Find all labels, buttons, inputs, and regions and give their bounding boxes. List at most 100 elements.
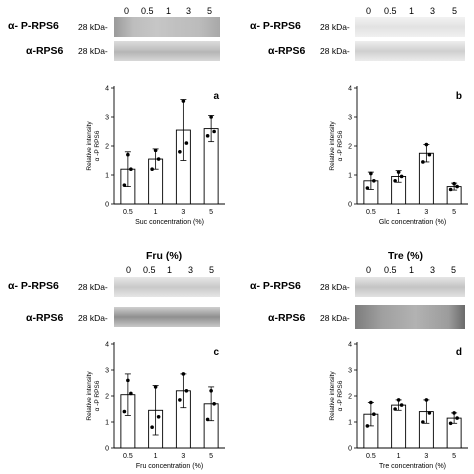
x-tick-label: 1 [154,453,158,460]
lane-label: 1 [409,6,415,16]
y-axis-label-2: α -P RPS6 [94,130,101,161]
marker-label: 28 kDa- [320,46,350,56]
blot-header: Tre (%) [388,250,424,262]
data-point [427,411,432,415]
marker-label: 28 kDa- [78,22,108,32]
lane-label: 5 [207,6,213,16]
panel-letter: c [213,347,219,358]
western-blot-band [355,277,465,297]
y-tick-label: 1 [105,420,109,427]
x-tick-label: 1 [397,453,401,460]
data-point [427,152,432,157]
data-point [129,167,133,171]
data-point [150,167,154,171]
data-point [150,425,154,429]
data-point [181,372,186,376]
data-point [156,415,161,419]
data-point [365,424,370,428]
western-blot-band [114,17,220,37]
antibody-label-total: α-RPS6 [268,312,306,324]
data-point [178,150,182,154]
data-point [205,417,210,422]
western-blot-band [114,277,220,297]
data-point [209,115,213,119]
marker-label: 28 kDa- [78,46,108,56]
data-point [455,184,459,189]
x-tick-label: 5 [452,453,456,460]
data-point [396,170,401,174]
blot-header: Fru (%) [146,250,183,262]
lane-label: 1 [166,6,172,16]
y-tick-label: 0 [105,202,109,209]
bar-chart-c: c Relative intensity α -P RPS6 0 1 2 3 4 0.5 1 3 5F… [86,342,225,470]
panel-letter: d [456,347,462,358]
data-point [455,416,459,420]
lane-label: 5 [209,265,215,275]
lane-label: 1 [409,265,415,275]
data-point [184,389,189,393]
y-tick-label: 4 [105,86,109,93]
lane-label: 0 [366,265,372,275]
data-point [424,398,429,402]
data-point [126,152,130,157]
y-tick-label: 2 [105,394,109,401]
marker-label: 28 kDa- [320,22,350,32]
y-axis-label-2: α -P RPS6 [337,130,344,161]
y-tick-label: 3 [348,368,352,375]
x-tick-label: 5 [209,453,213,460]
x-tick-label: 0.5 [366,453,376,460]
y-tick-label: 2 [348,394,352,401]
x-tick-label: 0.5 [123,209,133,216]
y-tick-label: 4 [348,342,352,349]
y-tick-label: 0 [348,446,352,453]
data-point [369,171,373,176]
lane-label: 0 [124,6,130,16]
x-tick-label: 1 [154,209,158,216]
lane-label: 5 [452,6,458,16]
data-point [372,179,376,183]
data-point [424,142,429,147]
data-point [122,183,127,187]
x-tick-label: 3 [424,453,428,460]
x-tick-label: 1 [397,209,401,216]
data-point [126,378,130,383]
y-tick-label: 0 [105,446,109,453]
antibody-label-phospho: α- P-RPS6 [250,20,301,32]
bar-chart-a: a Relative intensity α -P RPS6 0 1 2 3 4 0.5 1 3 5S… [86,86,225,226]
marker-label: 28 kDa- [320,313,350,323]
lane-label: 3 [430,6,436,16]
marker-label: 28 kDa- [78,282,108,292]
y-tick-label: 4 [348,86,352,93]
x-axis-label: Glc concentration (%) [379,219,446,226]
western-blot-band [355,41,465,61]
data-point [369,400,373,405]
y-axis-label-2: α -P RPS6 [337,380,344,411]
data-point [122,409,127,414]
bar-chart-d: d Relative intensity α -P RPS6 0 1 2 3 4 0.5 1 3 5T… [329,342,468,470]
bar [391,404,407,449]
lane-label: 0.5 [384,265,397,275]
data-point [452,411,456,415]
x-tick-label: 5 [452,209,456,216]
data-point [209,389,213,393]
western-blot-band [114,41,220,61]
data-point [421,420,425,424]
y-tick-label: 1 [348,173,352,180]
panel-letter: b [456,91,462,102]
data-point [129,391,133,396]
data-point [448,421,453,426]
data-point [153,148,158,153]
y-tick-label: 2 [105,144,109,151]
x-tick-label: 5 [209,209,213,216]
antibody-label-total: α-RPS6 [268,45,306,57]
data-point [178,398,182,402]
x-axis-label: Suc concentration (%) [135,219,204,226]
data-point [399,174,404,179]
lane-label: 3 [188,265,194,275]
x-axis-label: Tre concentration (%) [379,463,446,470]
lane-label: 0 [366,6,372,16]
data-point [365,186,370,190]
data-point [372,412,376,416]
y-tick-label: 3 [348,115,352,122]
y-axis-label: Relative intensity [86,371,93,421]
